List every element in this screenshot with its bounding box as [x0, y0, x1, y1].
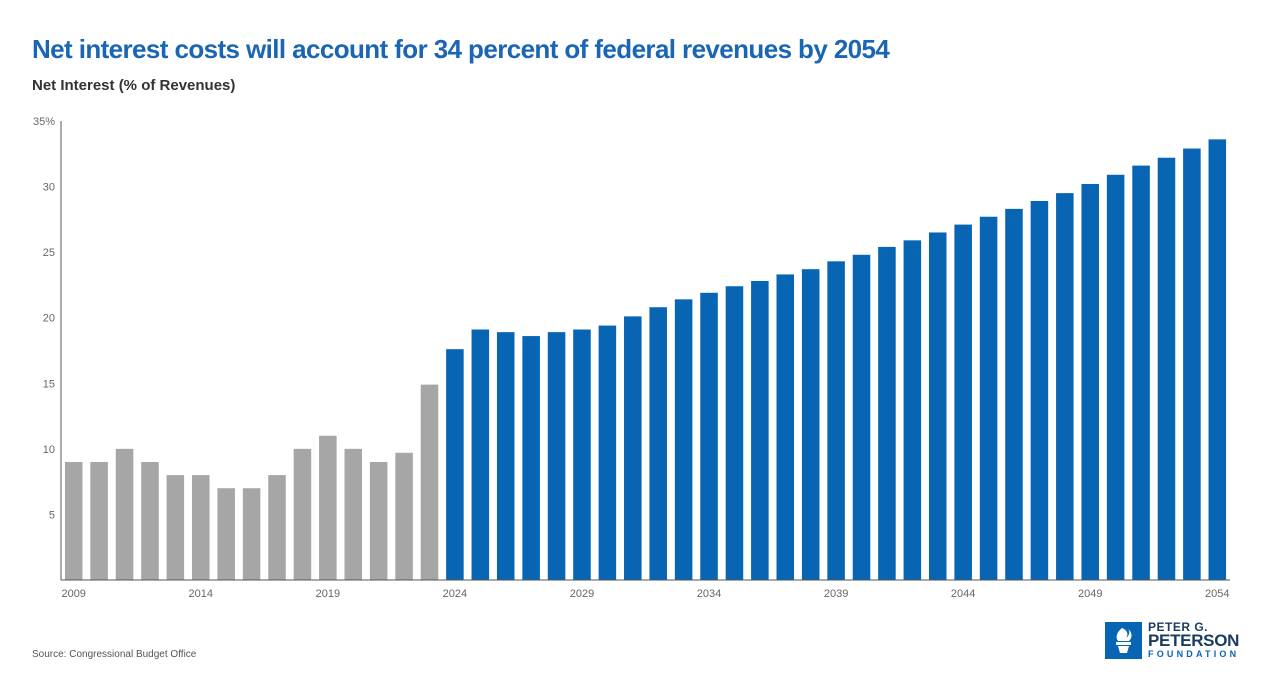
- bar-2035: [725, 286, 744, 580]
- bar-2009: [64, 461, 83, 580]
- bar-2022: [395, 452, 413, 580]
- bar-2040: [852, 254, 871, 580]
- bar-2037: [776, 274, 795, 580]
- bar-2027: [522, 336, 540, 580]
- bar-2050: [1106, 174, 1125, 580]
- bar-2049: [1081, 183, 1099, 580]
- bar-2026: [496, 332, 515, 580]
- logo-text-line3: FOUNDATION: [1148, 649, 1240, 659]
- torch-icon: [1105, 622, 1142, 659]
- bar-2018: [293, 448, 312, 580]
- y-ticks-group: 5 10 15 20 25 30 35%: [33, 116, 55, 521]
- bar-2036: [751, 280, 769, 580]
- chart-title: Net interest costs will account for 34 p…: [32, 34, 890, 64]
- bar-2015: [217, 488, 235, 580]
- x-tick-label: 2009: [61, 588, 85, 600]
- bar-2046: [1005, 208, 1023, 580]
- bar-2048: [1056, 193, 1074, 580]
- y-axis-label: Net Interest (% of Revenues): [32, 77, 236, 94]
- y-tick-label: 20: [43, 313, 55, 325]
- y-tick-label: 25: [43, 247, 55, 259]
- x-tick-label: 2049: [1078, 588, 1102, 600]
- bar-2011: [115, 448, 134, 580]
- bar-2038: [801, 269, 820, 580]
- bar-2028: [547, 332, 566, 580]
- bar-2010: [90, 461, 108, 580]
- bar-2034: [700, 292, 718, 580]
- y-tick-label: 35%: [33, 116, 55, 128]
- bar-2014: [192, 475, 210, 580]
- x-tick-label: 2039: [824, 588, 848, 600]
- axes-group: [60, 121, 1230, 581]
- bar-2043: [928, 232, 947, 580]
- y-tick-label: 5: [49, 509, 55, 521]
- bar-2041: [878, 246, 896, 580]
- y-tick-label: 10: [43, 444, 55, 456]
- bar-2016: [242, 488, 261, 580]
- bar-2012: [141, 461, 159, 580]
- x-ticks-group: 2009 2014 2019 2024 2029 2034 2039 2044 2049 2054: [61, 588, 1229, 600]
- bar-2054: [1208, 139, 1227, 581]
- source-note: Source: Congressional Budget Office: [32, 649, 197, 660]
- bar-2044: [954, 224, 972, 580]
- bar-2020: [344, 448, 363, 580]
- bar-2031: [624, 316, 642, 580]
- bar-2021: [369, 461, 388, 580]
- bar-2047: [1030, 201, 1049, 580]
- bar-2033: [674, 299, 693, 580]
- bar-2032: [649, 307, 667, 580]
- y-tick-label: 15: [43, 378, 55, 390]
- x-tick-label: 2014: [189, 588, 213, 600]
- logo-text-line1: PETER G.: [1148, 620, 1209, 634]
- bar-2042: [903, 240, 922, 580]
- x-tick-label: 2019: [316, 588, 340, 600]
- bar-2024: [446, 349, 464, 580]
- bar-2013: [166, 475, 185, 580]
- x-tick-label: 2044: [951, 588, 975, 600]
- bar-2019: [319, 435, 337, 580]
- x-tick-label: 2024: [443, 588, 467, 600]
- peterson-foundation-logo: PETER G. PETERSON FOUNDATION: [1105, 619, 1239, 659]
- x-tick-label: 2034: [697, 588, 721, 600]
- bar-2039: [827, 261, 845, 580]
- bar-2029: [573, 329, 591, 580]
- bars-group: [64, 139, 1227, 581]
- bar-2025: [471, 329, 490, 580]
- y-tick-label: 30: [43, 182, 55, 194]
- bar-2052: [1157, 157, 1176, 580]
- bar-2023: [420, 384, 439, 580]
- bar-2051: [1132, 165, 1150, 580]
- x-tick-label: 2029: [570, 588, 594, 600]
- bar-2053: [1183, 148, 1201, 581]
- x-tick-label: 2054: [1205, 588, 1229, 600]
- logo-text-line2: PETERSON: [1148, 631, 1240, 650]
- bar-2030: [598, 325, 617, 580]
- bar-2045: [979, 216, 998, 581]
- bar-2017: [268, 475, 286, 580]
